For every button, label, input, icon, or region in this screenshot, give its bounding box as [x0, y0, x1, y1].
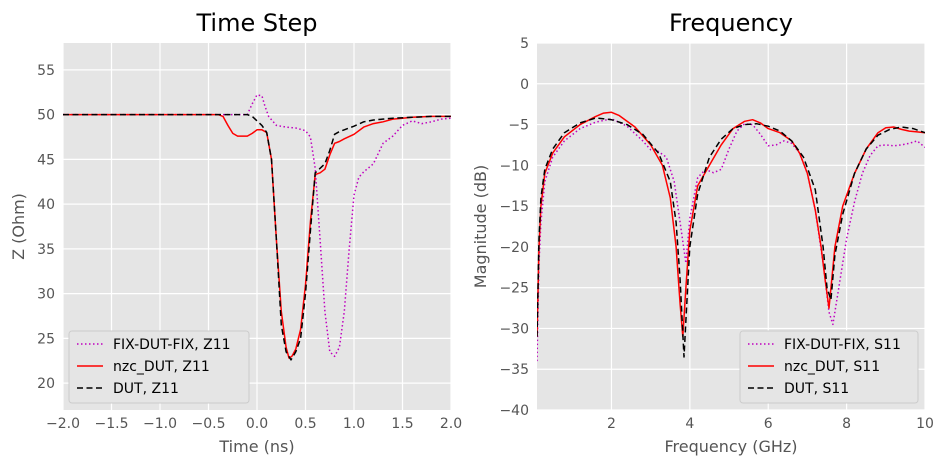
legend: FIX-DUT-FIX, S11 nzc_DUT, S11 DUT, S11 [739, 330, 919, 404]
series-group [537, 111, 925, 362]
x-tick-label: 4 [685, 416, 694, 432]
legend-label-1: nzc_DUT, S11 [784, 359, 880, 375]
legend: FIX-DUT-FIX, Z11 nzc_DUT, Z11 DUT, Z11 [68, 330, 250, 404]
x-tick-label: −0.5 [192, 416, 226, 432]
series-line-1 [63, 113, 451, 359]
legend-label-1: nzc_DUT, Z11 [113, 359, 210, 375]
series-group [63, 94, 451, 361]
y-tick-label: −30 [499, 321, 529, 337]
y-tick-label: −20 [499, 240, 529, 256]
y-tick-label: 50 [37, 108, 55, 124]
chart-title: Time Step [195, 9, 317, 37]
legend-label-0: FIX-DUT-FIX, S11 [784, 337, 901, 353]
y-tick-label: −15 [499, 199, 529, 215]
x-tick-label: 1.5 [391, 416, 413, 432]
series-line-2 [537, 117, 925, 358]
y-tick-label: 35 [37, 242, 55, 258]
legend-label-2: DUT, Z11 [113, 381, 179, 397]
x-axis-label: Frequency (GHz) [664, 437, 797, 456]
x-tick-label: 8 [842, 416, 851, 432]
x-tick-label: 0.0 [246, 416, 268, 432]
x-axis-label: Time (ns) [218, 437, 294, 456]
series-line-0 [63, 94, 451, 358]
chart-frequency: 2 4 6 8 10 −40 −35 −30 −25 −20 −15 −10 −5 0 5 Frequency… [471, 9, 934, 456]
y-tick-label: −40 [499, 403, 529, 419]
y-tick-label: 25 [37, 331, 55, 347]
chart-time-step: −2.0 −1.5 −1.0 −0.5 0.0 0.5 1.0 1.5 2.0 20 25 30 35 4… [9, 9, 462, 456]
y-axis-label: Z (Ohm) [9, 193, 28, 260]
x-tick-label: −1.0 [143, 416, 177, 432]
y-tick-label: 45 [37, 152, 55, 168]
grid-lines [537, 42, 926, 411]
series-line-2 [63, 113, 451, 361]
x-tick-label: 10 [916, 416, 934, 432]
x-tick-label: 2.0 [440, 416, 462, 432]
legend-label-2: DUT, S11 [784, 381, 849, 397]
x-tick-label: 1.0 [343, 416, 365, 432]
legend-box [739, 330, 919, 404]
x-tick-label: 6 [764, 416, 773, 432]
y-tick-label: −5 [508, 118, 529, 134]
y-tick-label: 40 [37, 197, 55, 213]
y-axis-label: Magnitude (dB) [471, 165, 490, 288]
legend-box [68, 330, 250, 404]
y-tick-label: 20 [37, 376, 55, 392]
x-tick-label: −2.0 [46, 416, 80, 432]
x-tick-label: 2 [607, 416, 616, 432]
chart-title: Frequency [669, 9, 793, 37]
y-tick-label: 30 [37, 287, 55, 303]
y-tick-label: 5 [520, 36, 529, 52]
y-tick-label: −25 [499, 281, 529, 297]
y-tick-label: −35 [499, 362, 529, 378]
y-tick-label: 0 [520, 77, 529, 93]
x-tick-label: −1.5 [95, 416, 129, 432]
grid-lines [62, 43, 452, 410]
y-tick-label: 55 [37, 63, 55, 79]
legend-label-0: FIX-DUT-FIX, Z11 [113, 337, 231, 353]
x-tick-label: 0.5 [294, 416, 316, 432]
y-tick-label: −10 [499, 158, 529, 174]
